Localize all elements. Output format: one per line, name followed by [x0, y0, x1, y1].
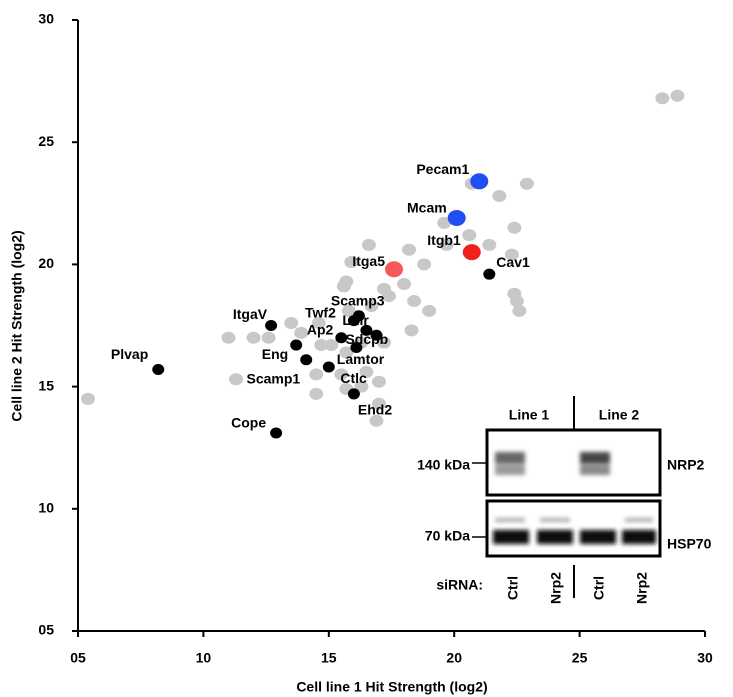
point: [81, 393, 95, 405]
inset: Line 1 Line 2 140 kDa 70 kDa NRP2 HSP70 …: [417, 396, 712, 598]
point-label: Itgb1: [427, 232, 461, 248]
point-label: Itga5: [352, 253, 385, 269]
point: [417, 258, 431, 270]
point: [385, 261, 403, 277]
point: [492, 190, 506, 202]
point: [512, 305, 526, 317]
x-tick-label: 25: [572, 650, 588, 666]
inset-label: Line 2: [599, 407, 640, 423]
lane-label: Ctrl: [591, 576, 607, 600]
point: [470, 173, 488, 189]
point: [670, 90, 684, 102]
point: [270, 428, 282, 439]
point: [324, 339, 338, 351]
point-label: Cope: [231, 415, 266, 431]
x-tick-label: 10: [196, 650, 212, 666]
point: [348, 388, 360, 399]
y-tick-label: 15: [38, 377, 54, 393]
point-label: Scamp1: [247, 370, 301, 386]
point-label: Plvap: [111, 346, 148, 362]
point-label: Scamp3: [331, 292, 385, 308]
point: [448, 210, 466, 226]
point-label: Twf2: [305, 304, 336, 320]
y-tick-label: 05: [38, 622, 54, 638]
blot-box: [487, 501, 660, 556]
point: [335, 332, 347, 343]
point: [337, 280, 351, 292]
point: [463, 244, 481, 260]
point: [309, 368, 323, 380]
x-tick-label: 30: [697, 650, 713, 666]
blot-label: NRP2: [667, 457, 705, 473]
point: [300, 354, 312, 365]
point: [350, 342, 362, 353]
point: [152, 364, 164, 375]
chart: Cell line 1 Hit Strength (log2) Cell lin…: [0, 0, 733, 697]
point: [407, 295, 421, 307]
point: [405, 324, 419, 336]
point: [397, 278, 411, 290]
point: [520, 178, 534, 190]
point: [309, 388, 323, 400]
point: [422, 305, 436, 317]
marker-label: 70 kDa: [425, 528, 470, 544]
point-label: Lamtor: [337, 351, 385, 367]
lane-label: Ctrl: [505, 576, 521, 600]
point: [482, 239, 496, 251]
y-tick-label: 20: [38, 255, 54, 271]
point: [323, 362, 335, 373]
inset-label: Line 1: [509, 407, 550, 423]
point-label: Ap2: [307, 321, 334, 337]
point: [507, 222, 521, 234]
point: [221, 332, 235, 344]
point: [483, 269, 495, 280]
point: [284, 317, 298, 329]
point: [362, 239, 376, 251]
y-tick-label: 10: [38, 500, 54, 516]
sirna-label: siRNA:: [436, 577, 483, 593]
point: [402, 244, 416, 256]
x-tick-label: 20: [446, 650, 462, 666]
point-label: ItgaV: [233, 306, 268, 322]
lane-label: Nrp2: [634, 572, 650, 604]
point-label: Ctlc: [340, 370, 367, 386]
point: [655, 92, 669, 104]
y-tick-label: 30: [38, 11, 54, 27]
point-label: Ldlr: [342, 312, 369, 328]
point: [290, 340, 302, 351]
point-label: Eng: [262, 346, 288, 362]
point-label: Ehd2: [358, 402, 392, 418]
point: [247, 332, 261, 344]
x-tick-label: 15: [321, 650, 337, 666]
point-label: Cav1: [496, 254, 530, 270]
point: [462, 229, 476, 241]
y-tick-label: 25: [38, 133, 54, 149]
lane-label: Nrp2: [548, 572, 564, 604]
x-axis-title: Cell line 1 Hit Strength (log2): [296, 679, 487, 695]
x-tick-label: 05: [70, 650, 86, 666]
point: [229, 373, 243, 385]
marker-label: 140 kDa: [417, 457, 470, 473]
y-axis-title: Cell line 2 Hit Strength (log2): [9, 230, 25, 421]
point-label: Pecam1: [416, 161, 469, 177]
point: [372, 376, 386, 388]
point: [262, 332, 276, 344]
point-label: Mcam: [407, 200, 447, 216]
blot-label: HSP70: [667, 536, 712, 552]
